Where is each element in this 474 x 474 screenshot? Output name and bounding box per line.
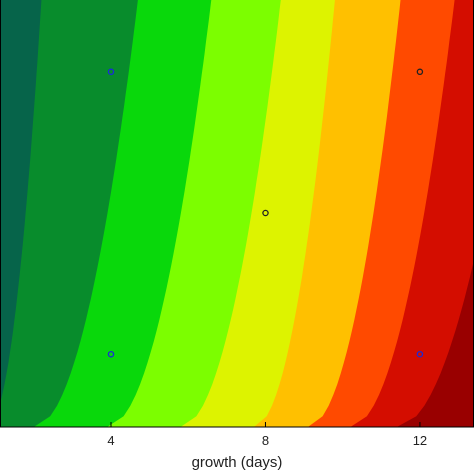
design-point: [262, 209, 269, 217]
x-tick-label: 12: [413, 433, 427, 448]
x-tick-label: 8: [262, 433, 269, 448]
x-tick-label: 4: [107, 433, 114, 448]
design-point: [107, 68, 115, 76]
design-point: [416, 68, 424, 76]
design-point: [107, 350, 115, 358]
design-points: [107, 68, 424, 358]
x-axis-title: growth (days): [192, 454, 283, 471]
design-point: [416, 350, 424, 358]
x-axis-ticks: 4 8 12: [107, 422, 427, 448]
contour-band: [0, 0, 42, 404]
contour-bands: [0, 0, 474, 427]
contour-band: [0, 0, 138, 427]
